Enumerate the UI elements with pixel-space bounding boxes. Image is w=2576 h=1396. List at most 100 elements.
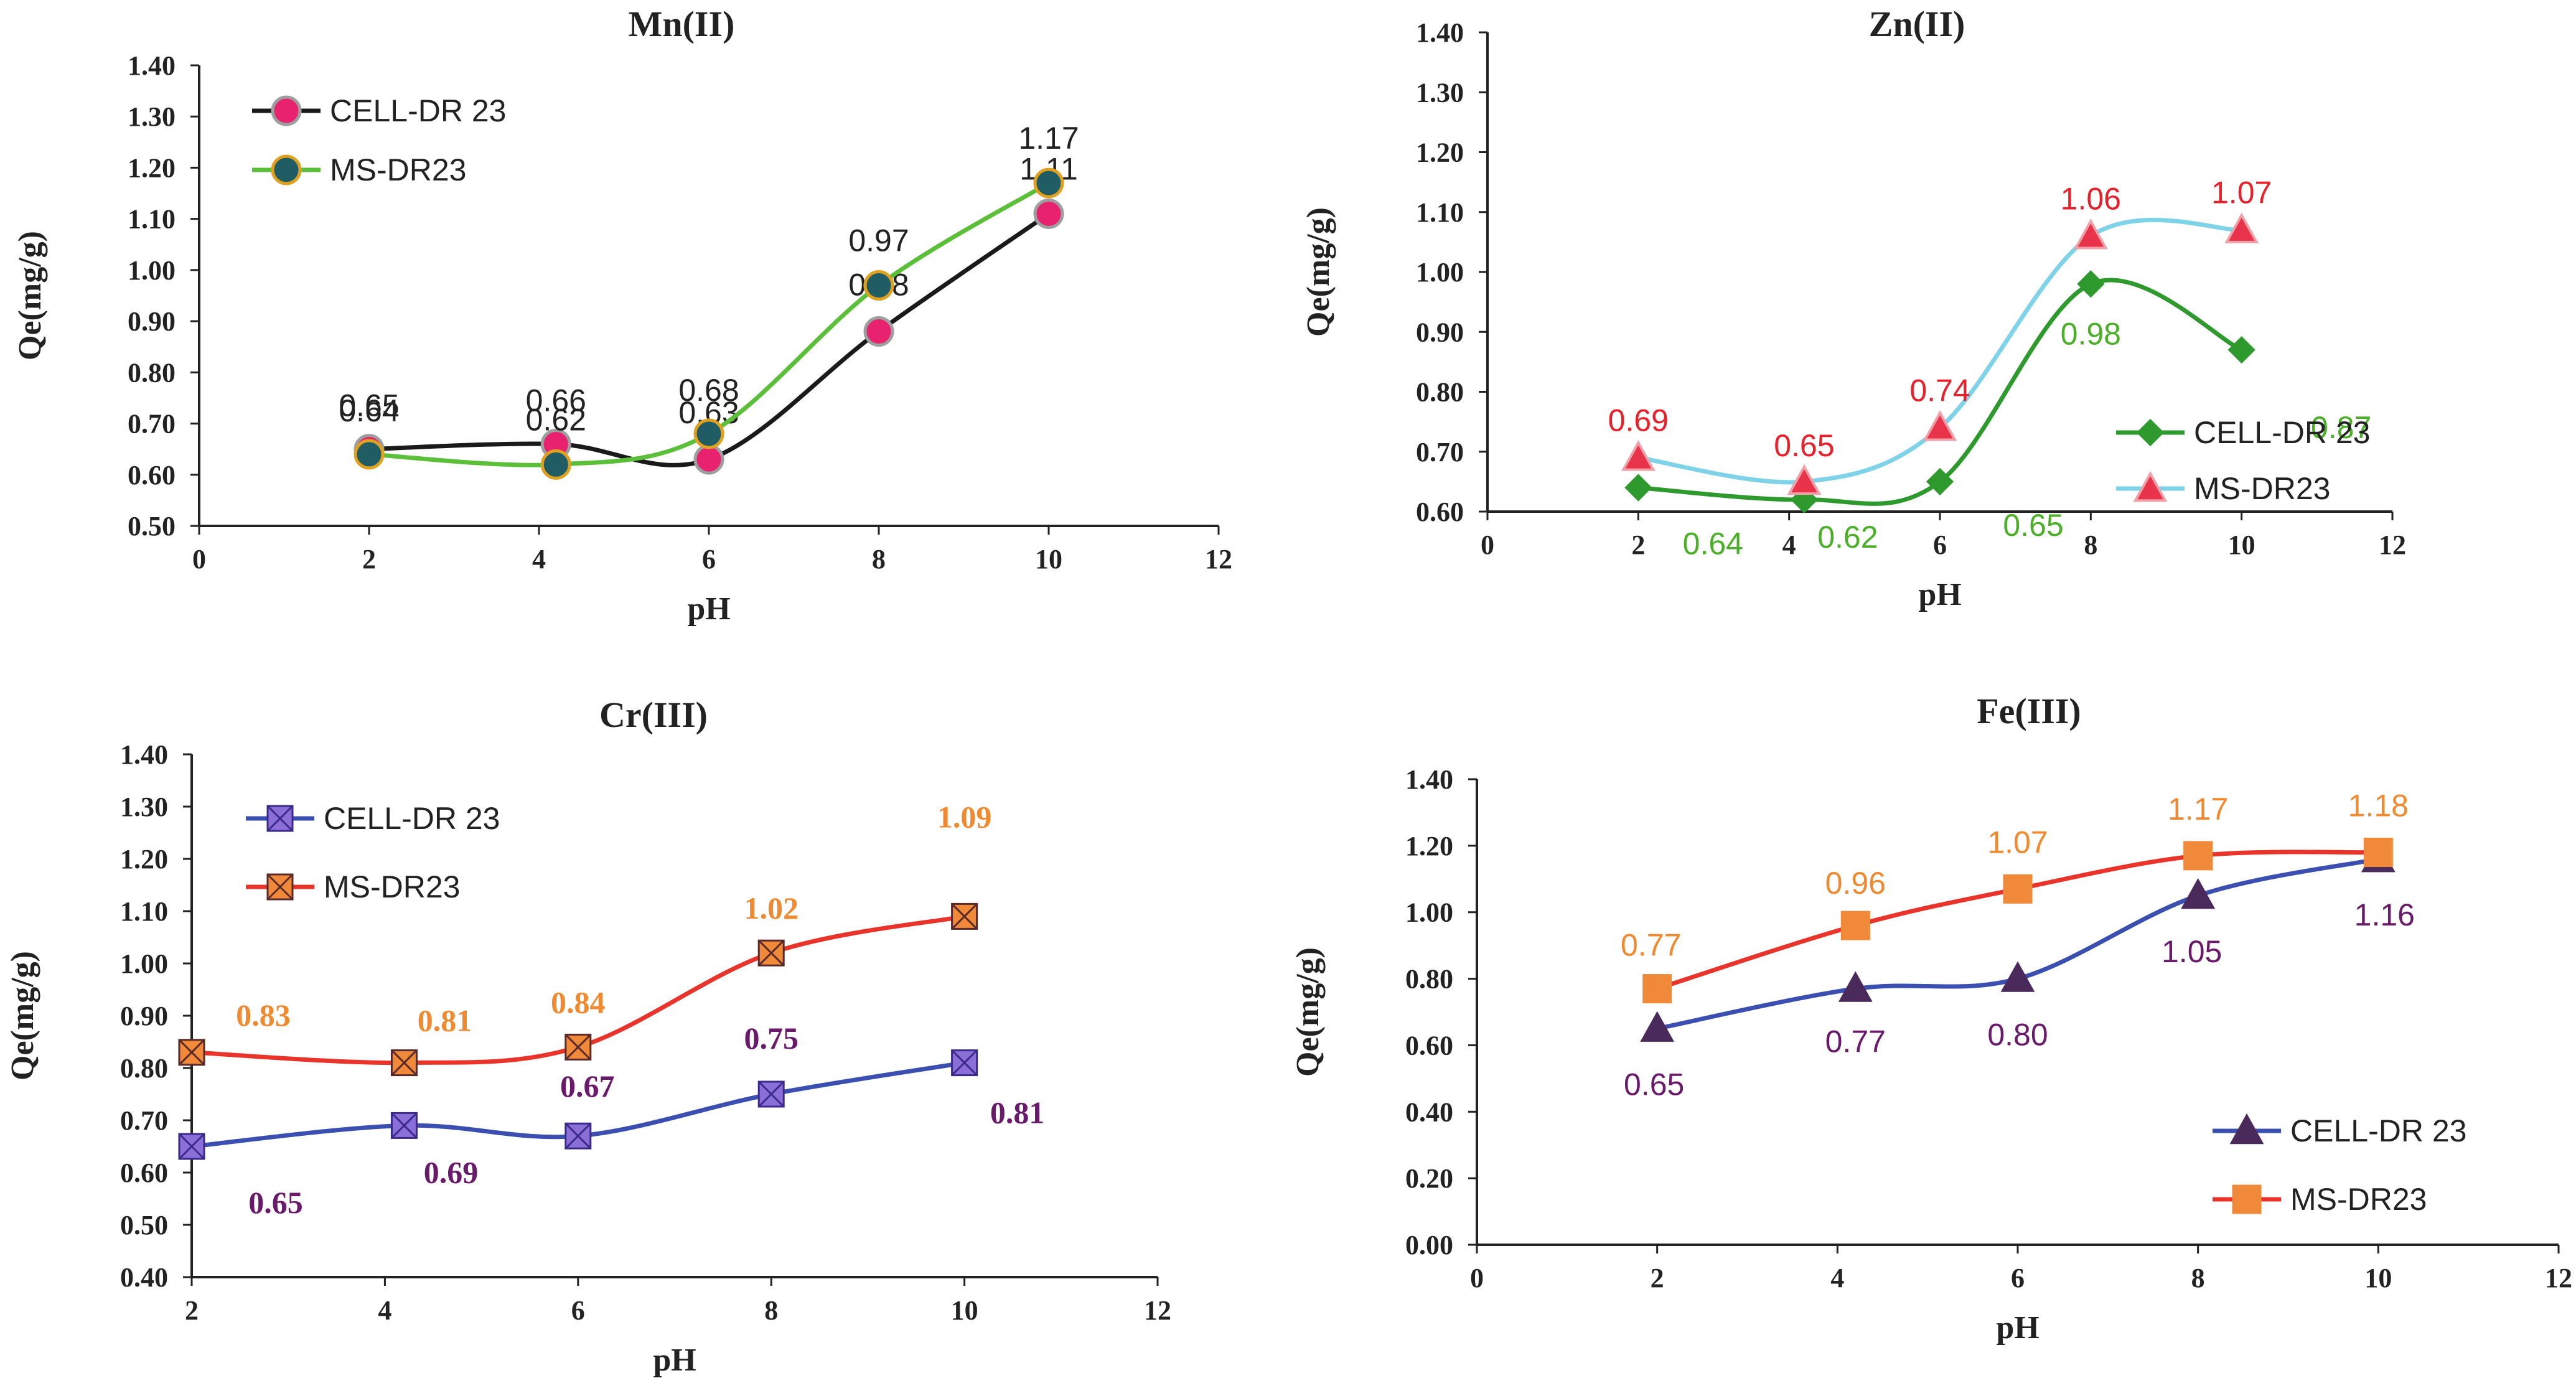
x-tick-label: 10 <box>951 1295 978 1326</box>
legend-entry: MS-DR23 <box>252 152 466 187</box>
data-point-cross-b <box>391 1112 418 1139</box>
x-tick-label: 12 <box>1144 1295 1171 1326</box>
data-point <box>951 1049 978 1077</box>
data-point <box>1838 971 1873 1002</box>
y-tick-label: 0.80 <box>1416 377 1464 408</box>
x-axis-title: pH <box>653 1342 696 1378</box>
y-tick-label: 0.50 <box>120 1210 168 1240</box>
legend-entry: MS-DR23 <box>2213 1182 2427 1217</box>
data-point <box>2181 878 2216 909</box>
data-label: 0.77 <box>1621 928 1681 963</box>
data-point <box>1642 974 1672 1004</box>
y-tick-label: 1.20 <box>120 844 168 874</box>
series-ms-dr23: 0.64 0.62 0.68 0.97 1.17 <box>339 121 1079 480</box>
data-label: 0.65 <box>339 388 399 423</box>
chart-title: Fe(III) <box>1977 691 2081 731</box>
x-tick-label: 2 <box>362 544 376 574</box>
data-point <box>2003 874 2033 904</box>
y-tick-label: 1.40 <box>120 739 168 770</box>
x-tick-label: 4 <box>1782 530 1796 560</box>
data-point <box>1033 198 1064 229</box>
x-tick-label: 4 <box>378 1295 391 1326</box>
data-point <box>863 316 894 347</box>
y-tick-label: 0.90 <box>128 306 176 337</box>
y-tick-label: 0.60 <box>1405 1030 1453 1061</box>
data-point <box>354 439 385 470</box>
data-label: 0.64 <box>339 393 399 428</box>
y-tick-label: 1.40 <box>1416 17 1464 48</box>
data-point <box>2077 270 2105 298</box>
legend-label: MS-DR23 <box>2290 1182 2427 1217</box>
x-tick-label: 6 <box>1933 530 1947 560</box>
data-point-cross-b <box>758 1080 785 1108</box>
series-cell-dr-23: 0.64 0.62 0.65 0.98 0.87 <box>1624 270 2371 561</box>
data-label: 0.62 <box>526 402 586 437</box>
x-tick-label: 0 <box>192 544 206 574</box>
y-tick-label: 1.20 <box>1405 831 1453 861</box>
data-point <box>1926 467 1954 495</box>
data-label: 1.16 <box>2354 897 2415 932</box>
legend-swatch-marker <box>271 154 302 185</box>
y-tick-label: 0.90 <box>1416 317 1464 347</box>
data-label: 0.75 <box>744 1021 799 1056</box>
legend-label: CELL-DR 23 <box>330 93 506 128</box>
y-tick-label: 0.70 <box>128 409 176 439</box>
chart-title: Zn(II) <box>1869 4 1965 44</box>
data-label: 0.65 <box>248 1185 303 1220</box>
legend-entry: CELL-DR 23 <box>246 801 500 836</box>
data-point <box>390 1112 418 1139</box>
data-label: 0.62 <box>1817 520 1878 555</box>
data-point-cross-b <box>564 1123 591 1150</box>
legend-swatch-marker-cross-b <box>266 873 294 901</box>
legend-swatch-marker <box>2232 1184 2262 1214</box>
x-tick-label: 8 <box>2084 530 2097 560</box>
x-tick-label: 6 <box>2011 1263 2025 1293</box>
legend-label: CELL-DR 23 <box>2290 1113 2466 1148</box>
y-tick-label: 0.90 <box>120 1001 168 1031</box>
y-tick-label: 1.10 <box>1416 197 1464 228</box>
x-tick-label: 8 <box>872 544 886 574</box>
series-ms-dr23: 0.69 0.65 0.74 1.06 1.07 <box>1608 176 2272 495</box>
y-tick-label: 0.60 <box>1416 497 1464 527</box>
x-tick-label: 10 <box>2364 1263 2392 1293</box>
data-label: 0.68 <box>678 373 739 408</box>
legend-entry: MS-DR23 <box>246 869 460 904</box>
x-tick-label: 10 <box>2228 530 2255 560</box>
legend-label: MS-DR23 <box>2194 471 2330 506</box>
data-point <box>2073 218 2108 250</box>
data-label: 0.77 <box>1825 1024 1886 1059</box>
chart-znii: Zn(II) 0.60 0.70 0.80 0.90 1.00 1.10 1.20 1.30 1.… <box>1301 4 2406 612</box>
x-tick-label: 0 <box>1481 530 1494 560</box>
data-label: 0.69 <box>1608 403 1669 438</box>
y-tick-label: 1.30 <box>120 792 168 822</box>
data-point <box>1787 464 1822 495</box>
legend-swatch-marker <box>2133 471 2168 502</box>
x-tick-label: 12 <box>2379 530 2406 560</box>
data-label: 1.17 <box>1018 121 1079 156</box>
data-label: 1.09 <box>937 799 992 834</box>
legend-swatch-marker-cross-b <box>266 805 294 832</box>
series-cell-dr-23: 0.65 0.77 0.80 1.05 1.16 <box>1624 841 2415 1102</box>
y-tick-label: 0.60 <box>120 1158 168 1188</box>
y-axis-title: Qe(mg/g) <box>5 951 40 1080</box>
data-label: 0.81 <box>990 1095 1045 1130</box>
chart-title: Cr(III) <box>599 695 708 735</box>
y-tick-label: 0.00 <box>1405 1230 1453 1260</box>
chart-title: Mn(II) <box>629 4 735 44</box>
x-tick-label: 6 <box>571 1295 585 1326</box>
y-tick-label: 1.30 <box>1416 77 1464 108</box>
chart-mnii: Mn(II) 0.50 0.60 0.70 0.80 0.90 1.00 1.10 1.20 1.… <box>12 4 1232 627</box>
y-tick-label: 0.50 <box>128 511 176 541</box>
series-line <box>1637 217 2242 485</box>
y-axis-title: Qe(mg/g) <box>1290 947 1326 1077</box>
x-tick-label: 0 <box>1470 1263 1484 1293</box>
x-tick-label: 2 <box>1631 530 1645 560</box>
y-tick-label: 1.40 <box>1405 764 1453 795</box>
data-point <box>390 1049 418 1077</box>
data-point <box>1033 167 1064 199</box>
data-point <box>2224 212 2259 243</box>
x-tick-label: 8 <box>2191 1263 2205 1293</box>
data-point <box>757 939 785 967</box>
data-label: 0.65 <box>2003 508 2063 543</box>
legend-label: CELL-DR 23 <box>2194 415 2370 450</box>
